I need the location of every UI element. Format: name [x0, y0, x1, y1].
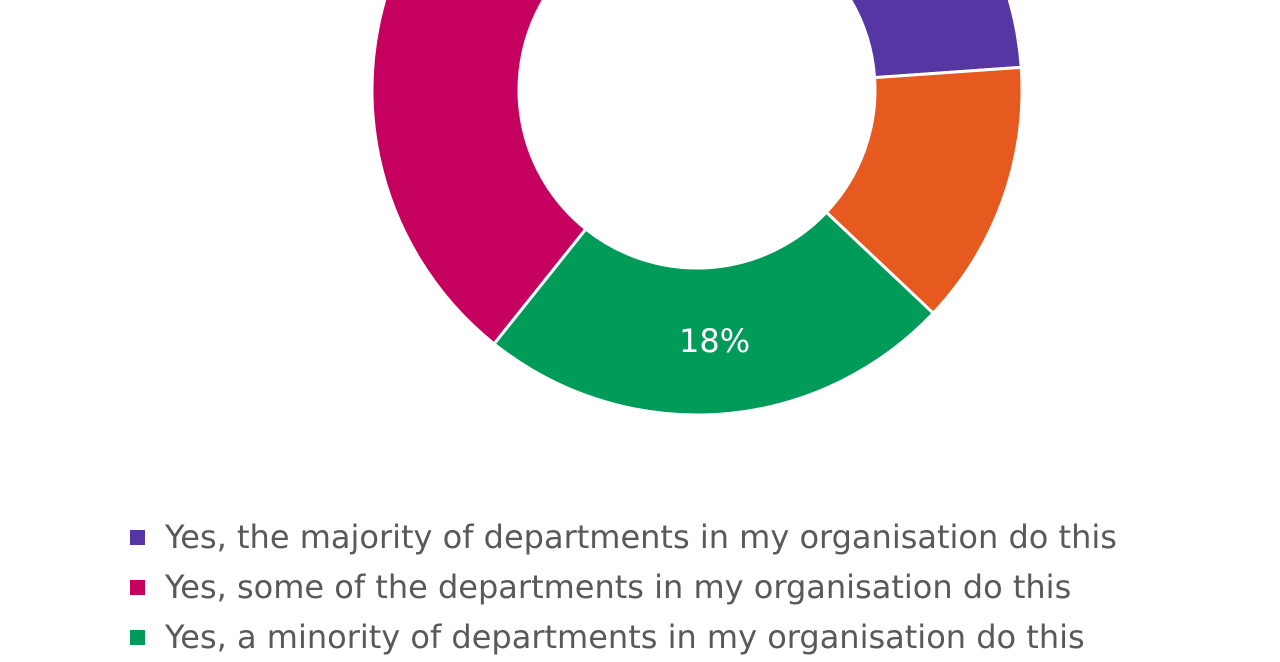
legend-label: Yes, some of the departments in my organ… [165, 568, 1072, 606]
legend-swatch [130, 529, 145, 545]
chart-legend: Yes, the majority of departments in my o… [130, 512, 1117, 662]
legend-label: Yes, a minority of departments in my org… [165, 618, 1085, 656]
legend-item: Yes, the majority of departments in my o… [130, 512, 1117, 562]
donut-slice [370, 0, 588, 346]
donut-slice [824, 65, 1024, 316]
donut-chart: 35%18% [370, 0, 1024, 417]
legend-item: Yes, a minority of departments in my org… [130, 612, 1117, 662]
donut-slice [491, 210, 936, 417]
legend-swatch [130, 579, 145, 595]
donut-slice [848, 0, 1023, 80]
legend-swatch [130, 629, 145, 645]
data-label: 18% [679, 322, 750, 360]
legend-item: Yes, some of the departments in my organ… [130, 562, 1117, 612]
legend-label: Yes, the majority of departments in my o… [165, 518, 1117, 556]
